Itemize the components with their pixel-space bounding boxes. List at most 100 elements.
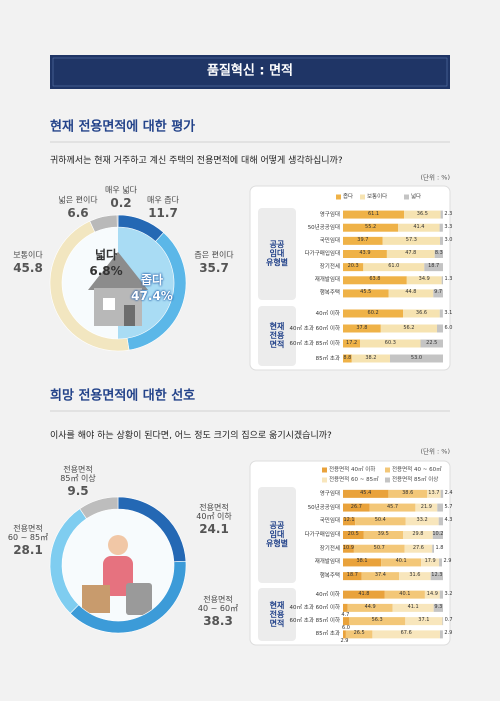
- bar-segment: [427, 489, 441, 498]
- bar-segment: [343, 210, 405, 219]
- bar-segment: [442, 617, 444, 626]
- bar-segment: [399, 572, 431, 581]
- value-label: 20.3: [347, 263, 359, 270]
- bar-segment: [424, 590, 440, 599]
- value-label: 1.3: [444, 276, 453, 283]
- value-label: 17.9: [424, 558, 436, 565]
- value-label: 45.5: [360, 289, 372, 296]
- bar-segment: [406, 276, 442, 285]
- bar-segment: [437, 503, 443, 512]
- slice-label: 매우 넓다: [105, 185, 137, 195]
- value-label: 44.8: [405, 289, 417, 296]
- slice-value: 9.5: [67, 484, 89, 499]
- value-label: 8.8: [343, 354, 352, 361]
- slice-value: 24.1: [199, 522, 229, 537]
- value-label: 2.3: [444, 210, 453, 217]
- group-box: [258, 208, 296, 300]
- bar-segment: [345, 630, 373, 639]
- house-roof: [88, 252, 148, 290]
- bar-segment: [438, 517, 443, 526]
- bar-segment: [363, 263, 425, 272]
- category-label: 40㎡ 초과 60㎡ 이하: [289, 604, 340, 611]
- category-label: 영구임대: [319, 211, 340, 218]
- slice-label: 전용면적 60 ~ 85㎡: [7, 523, 49, 542]
- bar-segment: [343, 339, 361, 348]
- category-label: 다가구매입임대: [304, 531, 340, 538]
- legend-swatch: [385, 467, 390, 473]
- bar-segment: [390, 354, 443, 363]
- bar-segment: [424, 263, 443, 272]
- value-label: 38.6: [402, 489, 414, 496]
- house-door: [124, 305, 135, 326]
- value-label: 33.2: [416, 517, 428, 524]
- value-label: 6.0: [444, 324, 453, 331]
- bar-segment: [405, 517, 439, 526]
- category-label: 국민임대: [319, 237, 340, 244]
- house-window: [103, 298, 115, 310]
- value-label: 9.3: [434, 604, 443, 610]
- category-label: 장기전세: [319, 263, 340, 270]
- bar-segment: [363, 531, 403, 539]
- slice-value: 6.6: [67, 205, 89, 220]
- value-label: 2.9: [444, 630, 453, 637]
- value-label: 34.9: [418, 276, 430, 283]
- value-label: 47.8: [405, 250, 417, 257]
- legend-swatch: [360, 194, 365, 200]
- value-label: 36.6: [415, 309, 428, 316]
- value-label: 37.8: [356, 324, 368, 331]
- value-label: 67.6: [400, 630, 412, 637]
- donut-slice: [116, 214, 119, 228]
- value-label: 41.4: [413, 223, 425, 230]
- bar-segment: [440, 210, 443, 219]
- group-box: [258, 487, 296, 583]
- bar-segment: [343, 489, 389, 498]
- bar-segment: [355, 517, 406, 526]
- annotation-value: 47.4%: [131, 289, 173, 304]
- legend-label: 보통이다: [367, 193, 388, 200]
- category-label: 50년공공임대: [307, 224, 340, 231]
- value-label: 37.1: [418, 617, 430, 624]
- value-label: 3.3: [444, 223, 453, 230]
- section-title: 희망 전용면적에 대한 선호: [50, 388, 196, 404]
- legend-label: 전용면적 85㎡ 이상: [392, 476, 439, 483]
- bar-segment: [388, 489, 427, 498]
- legend-label: 전용면적 40 ~ 60㎡: [392, 466, 442, 473]
- category-label: 재개발임대: [314, 559, 340, 566]
- bar-segment: [415, 503, 438, 512]
- bar-segment: [360, 339, 421, 348]
- unit-label: (단위 : %): [420, 447, 450, 456]
- bar-segment: [361, 572, 400, 581]
- value-label: 61.1: [367, 210, 380, 217]
- bar-segment: [404, 210, 441, 219]
- legend-swatch: [404, 194, 409, 200]
- value-label: 53.0: [410, 354, 423, 361]
- bar-segment: [343, 531, 364, 539]
- legend-label: 좁다: [343, 193, 354, 200]
- slice-label: 전용면적 85㎡ 이상: [60, 464, 96, 483]
- category-label: 40㎡ 이하: [315, 310, 340, 317]
- category-label: 행복주택: [319, 290, 340, 297]
- category-label: 영구임대: [319, 490, 340, 497]
- question: 귀하께서는 현재 거주하고 계신 주택의 전용면적에 대해 어떻게 생각하십니까…: [50, 155, 343, 166]
- bar-segment: [386, 250, 435, 258]
- value-label: 55.2: [365, 223, 377, 230]
- value-label: 36.5: [416, 210, 428, 217]
- bar-segment: [440, 630, 443, 639]
- slice-value: 38.3: [203, 614, 233, 629]
- value-label: 41.8: [358, 590, 370, 597]
- value-label: 60.2: [367, 309, 379, 316]
- value-label: 40.1: [399, 590, 411, 597]
- bar-segment: [433, 603, 443, 612]
- slice-label: 전용면적 40 ~ 60㎡: [197, 594, 239, 613]
- value-label: 45.4: [360, 489, 372, 496]
- bar-segment: [439, 309, 443, 318]
- slice-label: 보통이다: [13, 250, 43, 260]
- value-label: 14.9: [426, 590, 438, 597]
- category-label: 행복주택: [319, 572, 340, 579]
- category-label: 50년공공임대: [307, 504, 340, 511]
- category-label: 국민임대: [319, 518, 340, 525]
- bar-segment: [343, 603, 348, 612]
- annotation: 넓다: [94, 248, 118, 263]
- bar-segment: [421, 558, 440, 567]
- bar-segment: [403, 309, 440, 318]
